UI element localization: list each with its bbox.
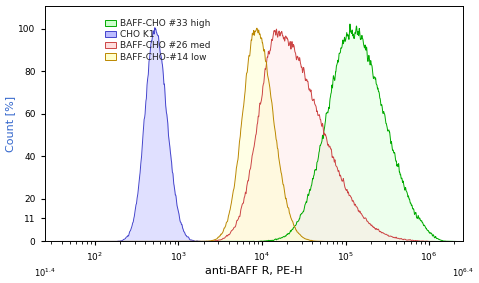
X-axis label: anti-BAFF R, PE-H: anti-BAFF R, PE-H [205,266,302,276]
Legend: BAFF-CHO #33 high, CHO K1, BAFF-CHO #26 med, BAFF-CHO-#14 low: BAFF-CHO #33 high, CHO K1, BAFF-CHO #26 … [103,17,212,63]
Y-axis label: Count [%]: Count [%] [6,95,15,152]
Text: $10^{1.4}$: $10^{1.4}$ [34,267,56,279]
Text: $10^{6.4}$: $10^{6.4}$ [452,267,473,279]
